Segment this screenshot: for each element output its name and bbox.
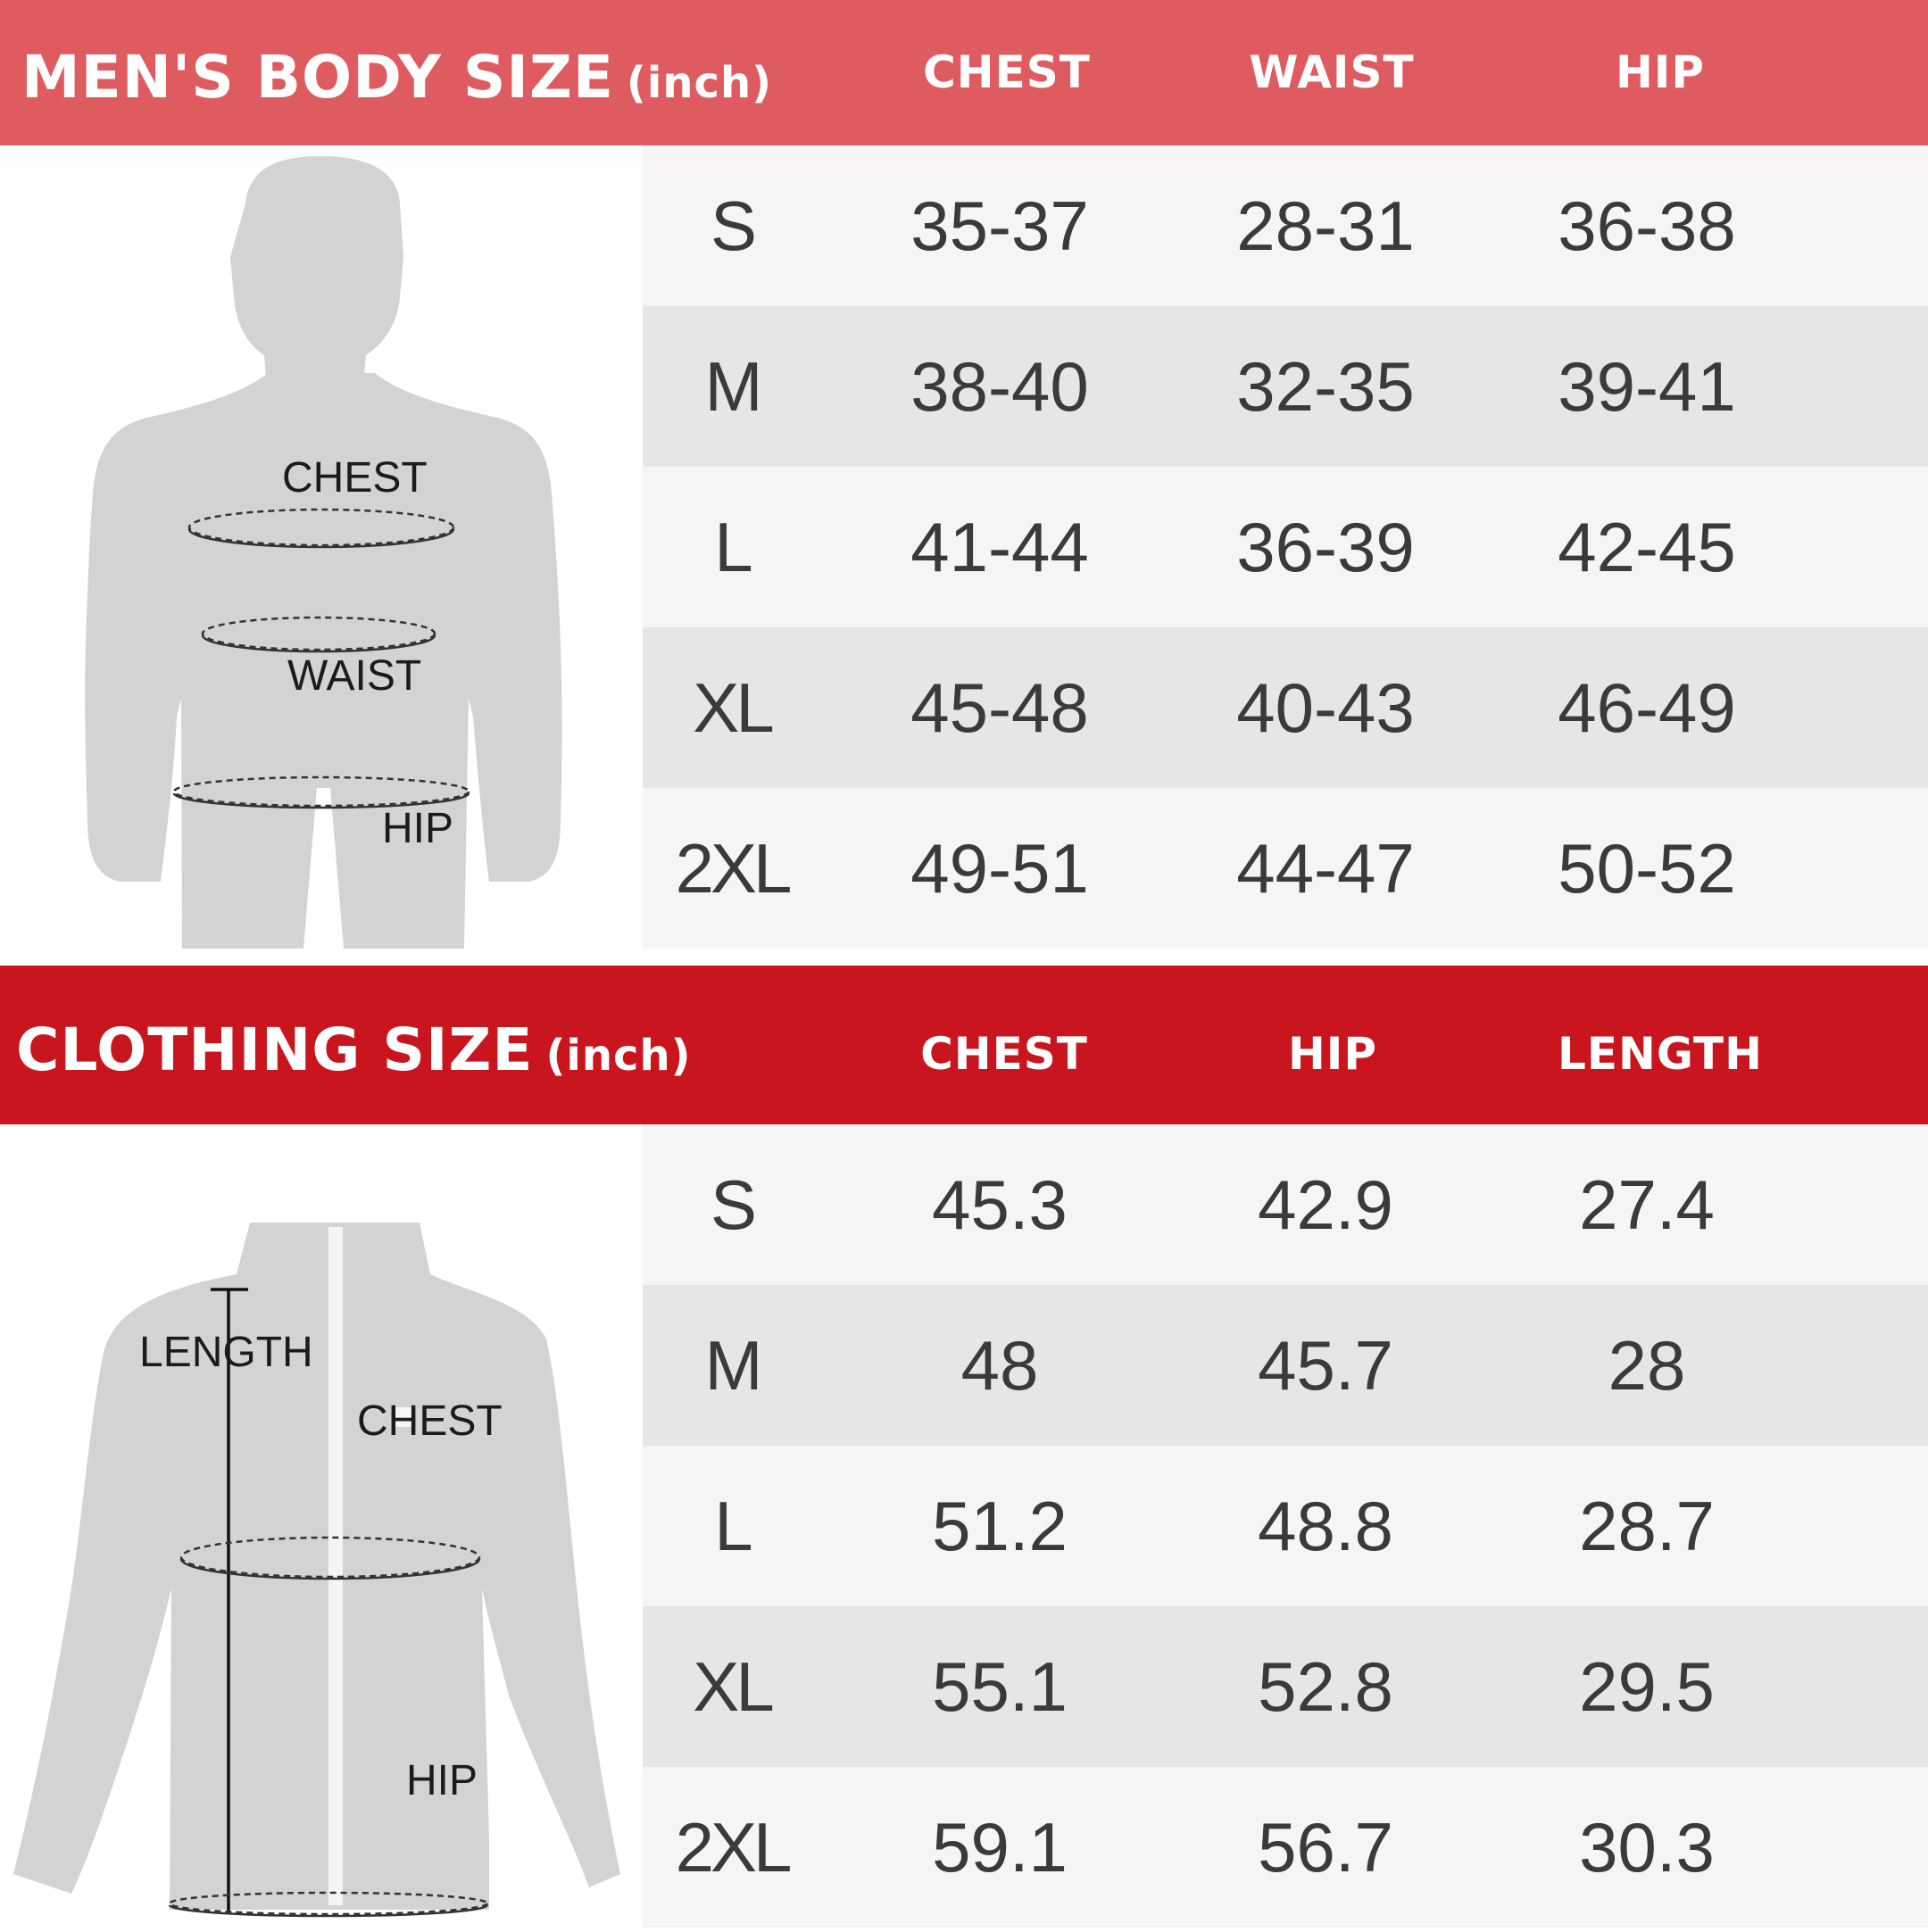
figure-label-chest: CHEST [282, 454, 428, 502]
size-label: L [714, 508, 752, 586]
table-row: 2XL 49-51 44-47 50-52 [643, 788, 1928, 949]
chest-value: 51.2 [932, 1487, 1068, 1565]
waist-value: 36-39 [1236, 508, 1415, 586]
clothing-size-section: CLOTHING SIZE (inch) CHEST HIP LENGTH [0, 964, 1928, 1928]
size-label: XL [693, 668, 774, 747]
hip-value: 50-52 [1558, 829, 1736, 908]
size-label: M [704, 1326, 763, 1405]
waist-value: 28-31 [1236, 187, 1415, 265]
table-row: XL 55.1 52.8 29.5 [643, 1606, 1928, 1767]
hip-value: 46-49 [1558, 668, 1736, 747]
chest-value: 45.3 [932, 1165, 1068, 1244]
hip-value: 48.8 [1258, 1487, 1393, 1565]
hip-value: 52.8 [1258, 1647, 1393, 1726]
clothing-size-unit: (inch) [545, 1031, 692, 1081]
body-size-section: MEN'S BODY SIZE (inch) CHEST WAIST HIP [0, 0, 1928, 964]
table-row: S 35-37 28-31 36-38 [643, 145, 1928, 306]
length-value: 28.7 [1579, 1487, 1715, 1565]
size-label: 2XL [675, 829, 793, 908]
figure-label-length: LENGTH [139, 1329, 313, 1376]
hip-value: 42-45 [1558, 508, 1736, 586]
section-divider [0, 949, 1928, 964]
length-value: 30.3 [1579, 1808, 1715, 1886]
table-row: XL 45-48 40-43 46-49 [643, 627, 1928, 788]
clothing-col-hip: HIP [1287, 1028, 1378, 1080]
figure-label-waist: WAIST [287, 652, 422, 700]
table-row: M 38-40 32-35 39-41 [643, 306, 1928, 467]
body-size-title-text: MEN'S BODY SIZE [21, 43, 614, 112]
hip-value: 39-41 [1558, 347, 1736, 426]
figure-label-chest: CHEST [357, 1397, 503, 1445]
table-row: M 48 45.7 28 [643, 1285, 1928, 1446]
chest-value: 45-48 [910, 668, 1089, 747]
table-row: L 41-44 36-39 42-45 [643, 467, 1928, 627]
waist-value: 44-47 [1236, 829, 1415, 908]
clothing-size-header: CLOTHING SIZE (inch) CHEST HIP LENGTH [0, 966, 1928, 1124]
size-label: M [704, 347, 763, 426]
length-value: 28 [1608, 1326, 1686, 1405]
hip-value: 36-38 [1558, 187, 1736, 265]
man-silhouette-icon [85, 156, 562, 949]
size-label: XL [693, 1647, 774, 1726]
length-value: 29.5 [1579, 1647, 1715, 1726]
body-size-table: S 35-37 28-31 36-38 M 38-40 32-35 39-41 … [643, 145, 1928, 949]
chest-value: 55.1 [932, 1647, 1068, 1726]
body-silhouette-figure: CHEST WAIST HIP [0, 145, 643, 949]
figure-label-hip: HIP [382, 805, 454, 852]
table-row: L 51.2 48.8 28.7 [643, 1446, 1928, 1606]
body-col-chest: CHEST [923, 46, 1091, 98]
chest-value: 41-44 [910, 508, 1089, 586]
clothing-size-table: S 45.3 42.9 27.4 M 48 45.7 28 L 51.2 48.… [643, 1124, 1928, 1928]
waist-value: 32-35 [1236, 347, 1415, 426]
hip-value: 56.7 [1258, 1808, 1393, 1886]
chest-value: 59.1 [932, 1808, 1068, 1886]
body-size-title: MEN'S BODY SIZE (inch) [21, 43, 772, 112]
jacket-figure: LENGTH CHEST HIP [0, 1124, 643, 1928]
table-row: 2XL 59.1 56.7 30.3 [643, 1767, 1928, 1928]
chest-value: 48 [960, 1326, 1039, 1405]
clothing-col-length: LENGTH [1558, 1028, 1763, 1080]
length-value: 27.4 [1579, 1165, 1715, 1244]
body-size-header: MEN'S BODY SIZE (inch) CHEST WAIST HIP [0, 0, 1928, 145]
clothing-size-title: CLOTHING SIZE (inch) [16, 1016, 692, 1084]
chest-value: 35-37 [910, 187, 1089, 265]
hip-value: 42.9 [1258, 1165, 1393, 1244]
body-size-unit: (inch) [626, 58, 773, 108]
jacket-icon [13, 1223, 620, 1918]
clothing-col-chest: CHEST [920, 1028, 1088, 1080]
size-label: L [714, 1487, 752, 1565]
waist-value: 40-43 [1236, 668, 1415, 747]
size-label: S [710, 187, 757, 265]
body-col-hip: HIP [1615, 46, 1706, 98]
table-row: S 45.3 42.9 27.4 [643, 1124, 1928, 1285]
size-label: S [710, 1165, 757, 1244]
clothing-size-title-text: CLOTHING SIZE [16, 1016, 534, 1084]
figure-label-hip: HIP [406, 1757, 478, 1804]
chest-value: 49-51 [910, 829, 1089, 908]
size-label: 2XL [675, 1808, 793, 1886]
chest-value: 38-40 [910, 347, 1089, 426]
body-col-waist: WAIST [1249, 46, 1415, 98]
hip-value: 45.7 [1258, 1326, 1393, 1405]
